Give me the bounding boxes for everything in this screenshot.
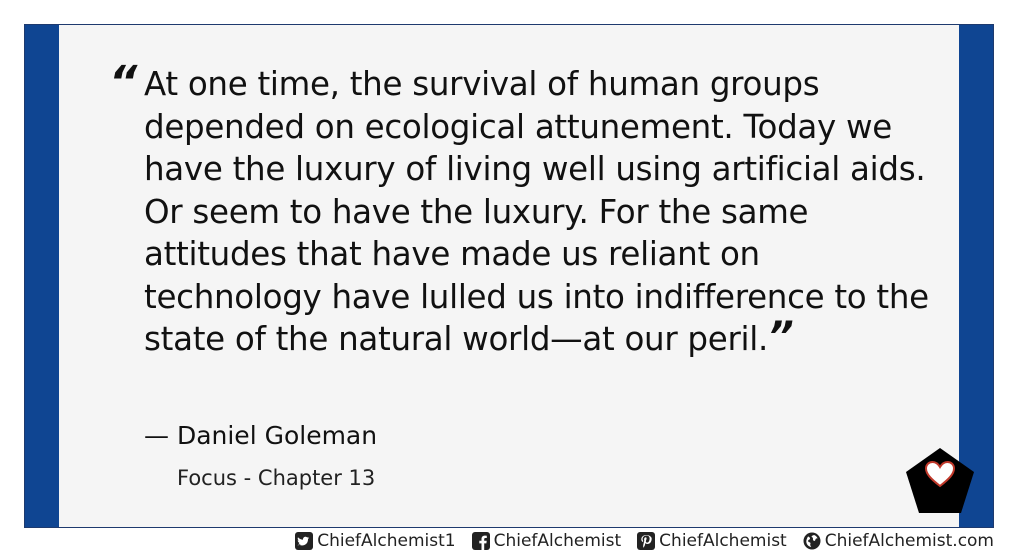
facebook-icon (471, 532, 490, 550)
facebook-label: ChiefAlchemist (493, 531, 622, 551)
pentagon-heart-icon (906, 448, 974, 513)
quote-body: At one time, the survival of human group… (144, 65, 929, 358)
pinterest-icon (637, 532, 656, 550)
open-quote-mark: “ (109, 57, 137, 108)
heart-shape (924, 460, 956, 488)
quote-author: — Daniel Goleman (144, 421, 378, 450)
website-label: ChiefAlchemist.com (824, 531, 994, 551)
twitter-label: ChiefAlchemist1 (317, 531, 456, 551)
quote-text: At one time, the survival of human group… (144, 63, 944, 361)
quote-card-body: “ At one time, the survival of human gro… (59, 25, 974, 527)
globe-icon (803, 532, 821, 550)
close-quote-mark: ” (768, 314, 794, 360)
twitter-link[interactable]: ChiefAlchemist1 (295, 531, 456, 551)
facebook-link[interactable]: ChiefAlchemist (471, 531, 622, 551)
quote-source: Focus - Chapter 13 (177, 466, 376, 490)
pinterest-label: ChiefAlchemist (659, 531, 787, 551)
social-footer: ChiefAlchemist1 ChiefAlchemist ChiefAlch… (295, 531, 994, 551)
pinterest-link[interactable]: ChiefAlchemist (637, 531, 787, 551)
twitter-icon (295, 532, 314, 550)
website-link[interactable]: ChiefAlchemist.com (803, 531, 994, 551)
quote-card: “ At one time, the survival of human gro… (24, 24, 994, 528)
